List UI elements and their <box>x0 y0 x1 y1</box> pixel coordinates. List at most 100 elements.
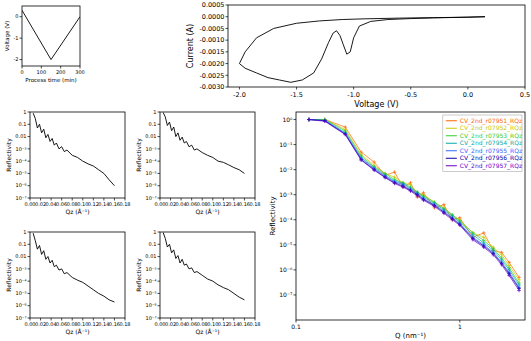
panel: 0.000.020.040.060.080.100.120.140.160.18… <box>135 109 260 215</box>
y-tick-label: -0.0025 <box>199 72 224 80</box>
x-tick-label: 0.02 <box>35 201 46 207</box>
plot-frame <box>160 232 255 318</box>
x-tick-label: 0.10 <box>207 201 218 207</box>
x-tick-label: 0.08 <box>67 201 78 207</box>
y-tick-label: 1 <box>23 109 26 115</box>
y-tick-label: 10⁻⁴ <box>145 158 156 164</box>
y-tick-label: 10⁻² <box>279 166 293 173</box>
series-marker <box>383 176 387 180</box>
series-marker <box>433 205 437 209</box>
x-tick-label: 1 <box>458 323 462 330</box>
x-tick-label: 0.16 <box>109 201 120 207</box>
y-tick-label: 10⁻⁷ <box>145 315 156 321</box>
x-tick-label: 0.18 <box>119 321 130 327</box>
y-tick-label: 1 <box>23 229 26 235</box>
y-tick-label: 10⁻⁵ <box>279 241 293 248</box>
y-tick-label: 10⁻⁵ <box>145 170 156 176</box>
series-marker <box>442 203 446 207</box>
series-marker <box>451 218 455 222</box>
y-tick-label: 1 <box>153 229 156 235</box>
background <box>0 0 531 341</box>
y-tick-label: 10⁻⁶ <box>15 302 26 308</box>
series-marker <box>344 133 348 137</box>
y-tick-label: -2 <box>14 56 19 62</box>
y-axis-label: Current (A) <box>186 24 195 68</box>
y-tick-label: 10⁻³ <box>15 266 26 272</box>
y-tick <box>28 268 31 269</box>
y-tick <box>20 38 23 39</box>
y-tick-label: 0 <box>15 13 18 19</box>
y-tick <box>28 148 31 149</box>
x-tick-label: 0.06 <box>186 201 197 207</box>
y-tick <box>158 124 161 125</box>
y-tick-label: 10⁻⁷ <box>15 315 26 321</box>
y-axis-label: Reflectivity <box>5 258 13 292</box>
y-tick-label: 1 <box>153 109 156 115</box>
y-tick <box>158 318 161 319</box>
y-tick-label: 0.1 <box>19 241 27 247</box>
plot-area <box>163 113 244 174</box>
y-tick-label: 10⁻⁴ <box>15 158 26 164</box>
series-marker <box>482 245 486 249</box>
y-tick <box>28 185 31 186</box>
y-axis-label: Reflectivity <box>135 258 143 292</box>
y-tick <box>28 281 31 282</box>
series-marker <box>359 158 363 162</box>
y-tick <box>294 144 297 145</box>
y-tick <box>28 173 31 174</box>
y-tick-label: 10⁻⁷ <box>279 291 293 298</box>
x-tick-label: 0.06 <box>186 321 197 327</box>
y-tick-label: 0.0000 <box>202 13 225 21</box>
x-tick-label: 0.08 <box>197 321 208 327</box>
x-tick-label: 300 <box>75 69 85 75</box>
x-tick-label: 0.14 <box>228 321 239 327</box>
y-tick-label: 0.1 <box>149 121 157 127</box>
y-tick <box>158 281 161 282</box>
x-tick-label: 0.02 <box>165 321 176 327</box>
y-tick <box>226 63 229 64</box>
y-tick <box>28 244 31 245</box>
x-tick-label: 0.14 <box>228 201 239 207</box>
y-tick-label: -0.0030 <box>199 83 224 91</box>
x-tick-label: -1.0 <box>347 91 360 99</box>
y-tick <box>28 161 31 162</box>
legend-swatch <box>446 165 457 166</box>
x-tick-label: 0.02 <box>165 201 176 207</box>
series-marker <box>372 160 376 164</box>
x-tick <box>525 87 526 90</box>
y-tick <box>20 16 23 17</box>
y-tick <box>28 232 31 233</box>
y-tick <box>294 194 297 195</box>
y-tick-label: 10⁻³ <box>15 146 26 152</box>
x-axis-label: Q (nm⁻¹) <box>395 332 426 340</box>
x-tick-label: 0.12 <box>218 201 229 207</box>
plot-area <box>163 233 244 300</box>
legend-label: CV_2nd_r07957_RQz <box>460 162 522 170</box>
series-marker <box>482 235 486 239</box>
y-tick <box>226 16 229 17</box>
y-tick <box>28 293 31 294</box>
x-axis-label: Process time (min) <box>25 77 76 83</box>
y-tick-label: 0.01 <box>15 253 26 259</box>
plot-area <box>33 113 114 186</box>
x-tick-label: 0.10 <box>77 201 88 207</box>
series-line <box>163 113 244 174</box>
x-tick-label: 200 <box>56 69 66 75</box>
series-marker <box>307 118 311 122</box>
series-marker <box>507 274 511 278</box>
x-tick-label: 0.12 <box>218 321 229 327</box>
y-tick <box>226 5 229 6</box>
x-tick-label: 0 <box>20 69 23 75</box>
x-tick-label: 0.00 <box>24 201 35 207</box>
y-tick <box>158 293 161 294</box>
series-marker <box>482 231 486 235</box>
series-marker <box>415 194 419 198</box>
y-tick <box>226 28 229 29</box>
y-axis-label: Reflectivity <box>269 196 277 235</box>
y-tick <box>28 112 31 113</box>
series-marker <box>307 118 311 122</box>
y-axis-label: Reflectivity <box>5 138 13 172</box>
y-tick-label: 0.1 <box>149 241 157 247</box>
y-tick-label: -0.0020 <box>199 60 224 68</box>
series-marker <box>500 263 504 267</box>
